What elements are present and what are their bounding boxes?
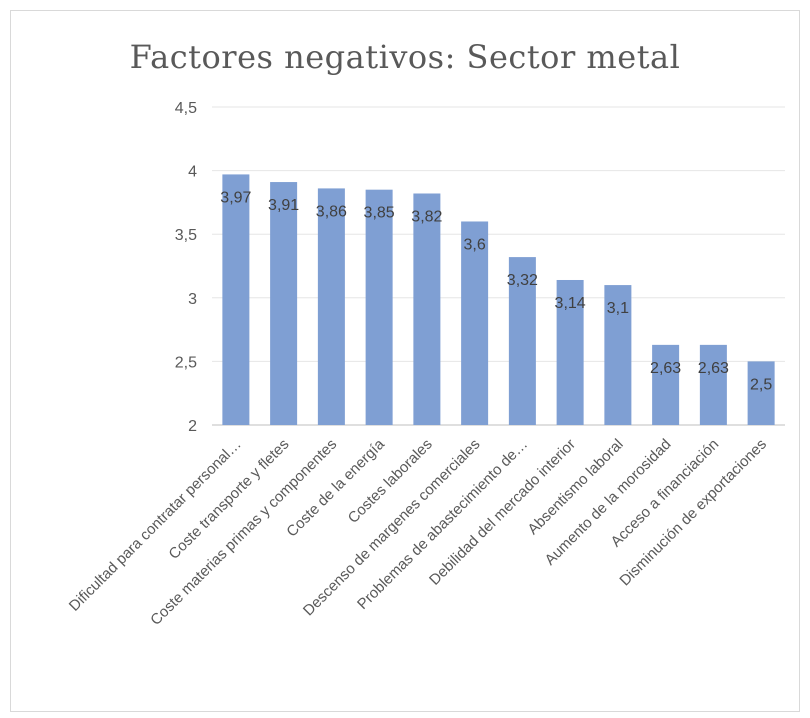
data-label: 3,32	[507, 272, 538, 289]
data-label: 3,86	[316, 203, 347, 220]
bar	[270, 182, 298, 425]
data-label: 2,5	[750, 376, 772, 393]
category-label: Dificultad para contratar personal…	[66, 436, 245, 615]
bar	[317, 188, 345, 425]
bar	[699, 344, 727, 425]
y-tick-label: 4,5	[175, 100, 197, 117]
bar	[365, 189, 393, 425]
data-label: 3,1	[607, 300, 629, 317]
bar	[508, 257, 536, 425]
bar	[747, 361, 775, 425]
data-label: 3,6	[464, 236, 486, 253]
bar	[413, 193, 441, 425]
y-tick-label: 2	[188, 418, 197, 435]
bar	[556, 279, 584, 425]
data-label: 2,63	[698, 360, 729, 377]
category-label: Problemas de abastecimiento de…	[354, 436, 531, 613]
bar	[461, 221, 489, 425]
bar	[604, 285, 632, 425]
category-label: Descenso de margenes comerciales	[300, 436, 484, 620]
bar	[222, 174, 250, 425]
data-label: 2,63	[650, 360, 681, 377]
chart-title: Factores negativos: Sector metal	[129, 38, 681, 76]
bar	[652, 344, 680, 425]
data-label: 3,97	[220, 189, 251, 206]
category-label: Costes laborales	[345, 436, 436, 527]
y-tick-label: 2,5	[175, 354, 197, 371]
data-label: 3,91	[268, 197, 299, 214]
data-label: 3,14	[555, 295, 586, 312]
data-label: 3,82	[411, 208, 442, 225]
data-label: 3,85	[364, 205, 395, 222]
y-tick-label: 3	[188, 291, 197, 308]
y-tick-label: 3,5	[175, 227, 197, 244]
y-tick-label: 4	[188, 164, 197, 181]
